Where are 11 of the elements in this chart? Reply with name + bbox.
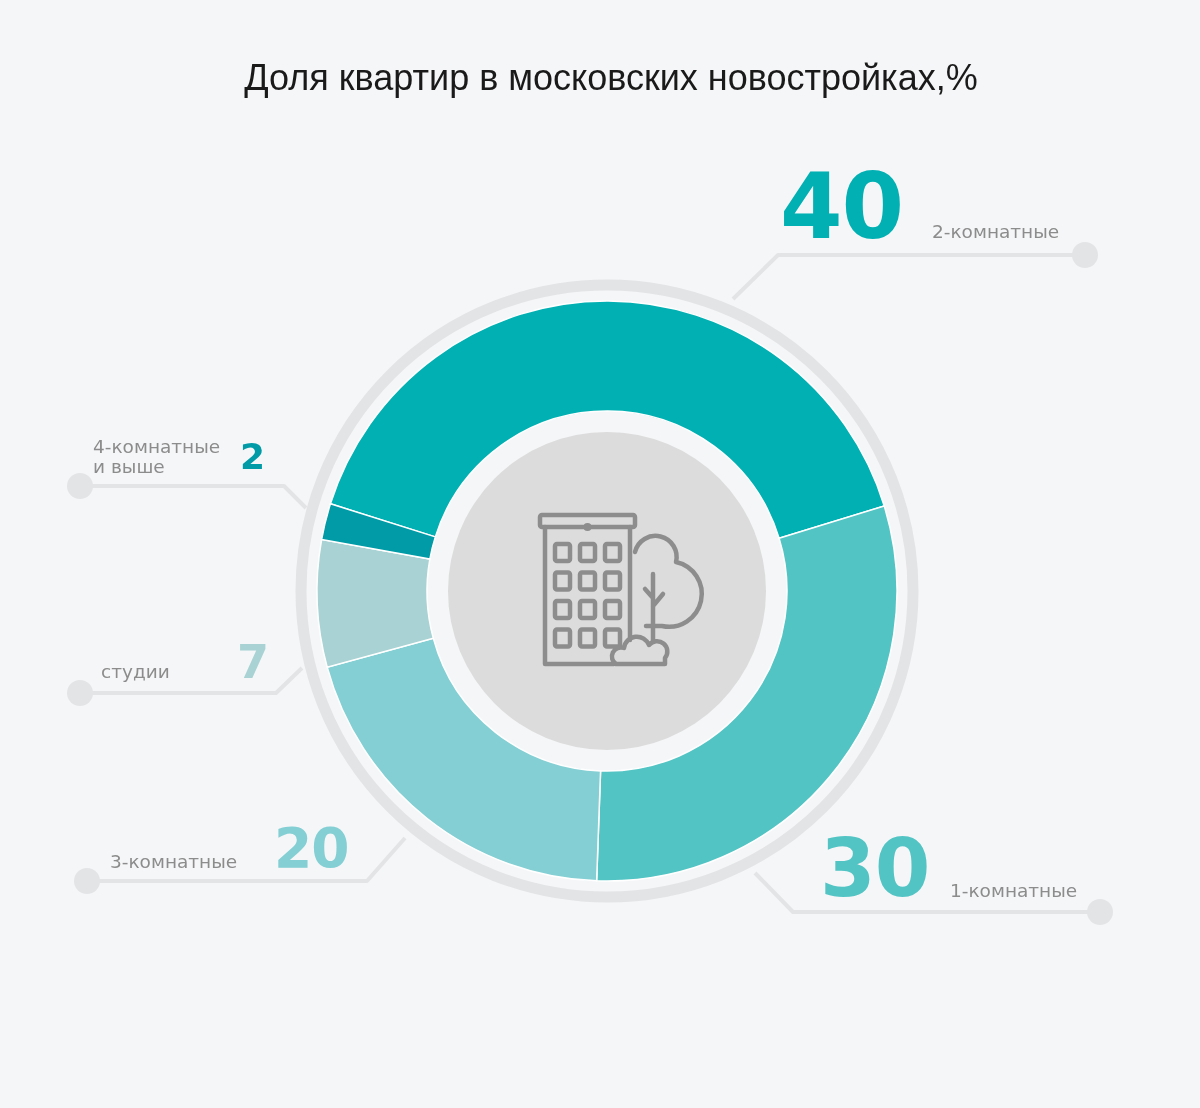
- data-label: 40: [780, 153, 904, 259]
- data-label: 7: [237, 635, 269, 690]
- slice-label: 3-комнатные: [110, 851, 238, 873]
- data-label: 2: [240, 435, 265, 477]
- slice-label: 2-комнатные: [932, 221, 1060, 243]
- data-label: 30: [820, 822, 930, 916]
- slice-label: 4-комнатные и выше: [93, 436, 222, 478]
- slice-label: студии: [101, 661, 170, 683]
- chart-title: Доля квартир в московских новостройках,%: [243, 56, 979, 100]
- slice-label: 1-комнатные: [950, 880, 1078, 902]
- data-label: 20: [274, 816, 349, 881]
